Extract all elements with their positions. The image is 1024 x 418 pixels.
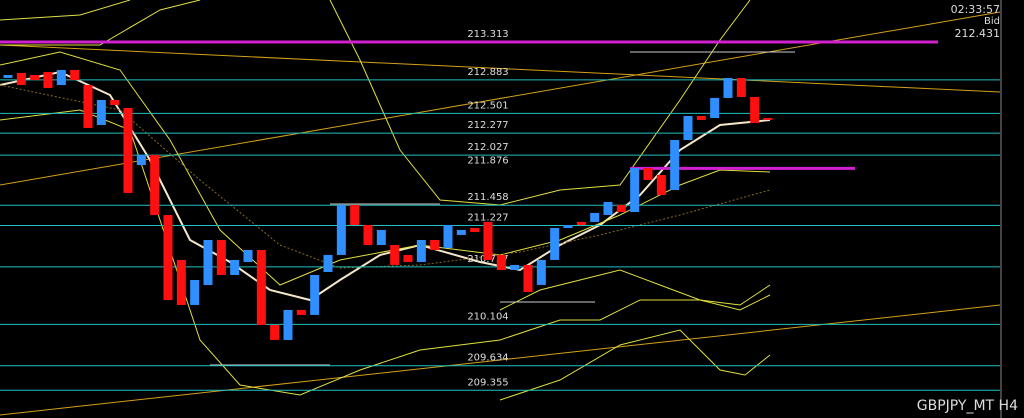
candle-body [670, 140, 680, 190]
candle-body [376, 229, 386, 245]
candle-body [336, 204, 346, 255]
candle-body [70, 69, 80, 80]
level-label: 211.876 [467, 155, 508, 166]
band [0, 0, 201, 46]
bid: 212.431 [955, 27, 1001, 40]
level-label: 209.634 [467, 353, 508, 364]
candle-body [3, 74, 13, 78]
band [499, 269, 771, 311]
candle-body [403, 254, 413, 262]
candle-body [176, 259, 186, 306]
candle-body [563, 225, 573, 229]
candle-body [136, 154, 146, 165]
band [329, 0, 751, 206]
candle-body [470, 228, 480, 232]
candle-body [430, 239, 440, 251]
candle-body [123, 107, 133, 193]
level-label: 212.883 [467, 67, 508, 78]
candle-body [30, 74, 40, 80]
candle-body [150, 154, 160, 215]
candle-body [96, 99, 106, 125]
level-label: 211.458 [467, 192, 508, 203]
candle-body [310, 275, 320, 315]
candle-body [230, 259, 240, 275]
candle-body [576, 221, 586, 226]
candle-body [456, 229, 466, 235]
candle-body [683, 115, 693, 141]
moving-average [0, 51, 771, 286]
candle-body [763, 118, 773, 120]
bid-label: Bid [984, 16, 1000, 27]
level-label: 210.104 [467, 311, 508, 322]
candle-body [630, 167, 640, 212]
candle-body [110, 99, 120, 105]
symbol: GBPJPY_MT H4 [917, 398, 1018, 414]
indicators [0, 0, 1001, 416]
candle-body [736, 77, 746, 97]
candle-body [510, 264, 520, 270]
candle-body [523, 264, 533, 292]
candle-body [216, 239, 226, 275]
candle-body [590, 212, 600, 222]
candle-body [283, 309, 293, 340]
candle-body [443, 225, 453, 248]
candle-body [723, 77, 733, 98]
candle-body [710, 97, 720, 119]
candle-body [83, 85, 93, 128]
candle-body [296, 309, 306, 315]
candle-body [496, 254, 506, 270]
candle-body [416, 239, 426, 262]
candle-body [603, 201, 613, 215]
trendline [0, 304, 1001, 416]
candle-body [656, 174, 666, 196]
candles [3, 69, 773, 340]
candle-body [163, 214, 173, 300]
candle-body [363, 225, 373, 245]
level-label: 209.355 [467, 377, 508, 388]
candle-body [696, 115, 706, 120]
candle-body [643, 167, 653, 180]
candle-body [750, 96, 760, 123]
candle-body [536, 259, 546, 285]
level-label: 212.277 [467, 120, 508, 131]
band [0, 109, 771, 396]
candle-body [256, 250, 266, 325]
timer: 02:33:57 [951, 3, 1000, 16]
moving-average [0, 70, 771, 302]
trendline [0, 44, 1001, 93]
band [0, 0, 131, 21]
level-label: 212.027 [467, 142, 508, 153]
candle-body [43, 71, 53, 88]
candle-body [350, 204, 360, 226]
candle-body [56, 69, 66, 86]
band [499, 329, 771, 401]
candle-body [270, 324, 280, 340]
candle-body [483, 221, 493, 260]
candle-body [550, 228, 560, 260]
candle-body [203, 239, 213, 285]
candle-body [323, 254, 333, 273]
level-label: 213.313 [467, 29, 508, 40]
candle-body [16, 72, 26, 86]
level-label: 212.501 [467, 100, 508, 111]
candle-body [243, 250, 253, 262]
candle-body [390, 244, 400, 265]
candle-body [190, 280, 200, 306]
candle-body [616, 204, 626, 212]
level-label: 211.227 [467, 213, 508, 224]
